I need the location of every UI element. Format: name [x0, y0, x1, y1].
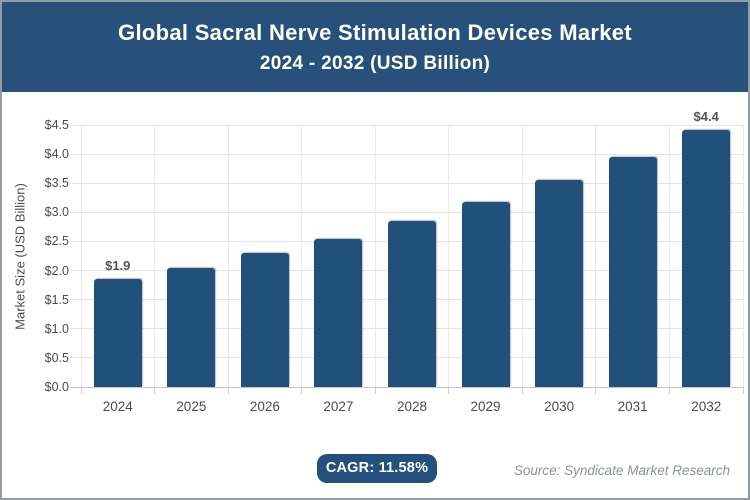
category-boundary-gridline	[154, 125, 156, 387]
bar-value-label: $4.4	[693, 108, 719, 124]
x-axis-tick-mark	[448, 387, 450, 394]
x-axis-tick-mark	[374, 387, 376, 394]
y-axis-tick-label: $3.5	[44, 176, 69, 191]
bar	[167, 267, 216, 387]
y-gridline	[70, 211, 743, 213]
bar	[535, 180, 584, 387]
x-axis-tick-label: 2032	[691, 399, 722, 414]
category-boundary-gridline	[227, 125, 229, 387]
x-axis-tick-mark	[154, 387, 156, 394]
category-boundary-gridline	[521, 125, 523, 387]
y-gridline	[70, 153, 743, 155]
y-axis-tick-label: $3.0	[44, 205, 69, 220]
bar	[240, 253, 289, 387]
y-axis-tick-label: $0.5	[44, 350, 69, 365]
x-axis-tick-mark	[80, 387, 82, 394]
category-boundary-gridline	[374, 125, 376, 387]
bar	[608, 157, 657, 387]
bar	[388, 221, 436, 387]
x-axis-tick-label: 2025	[176, 399, 207, 414]
x-axis-tick-label: 2028	[396, 399, 428, 414]
x-axis-tick-mark	[301, 387, 303, 394]
y-gridline	[70, 182, 743, 184]
chart-title-line1: Global Sacral Nerve Stimulation Devices …	[118, 20, 632, 45]
x-axis-tick-mark	[521, 387, 523, 394]
x-axis-tick-mark	[227, 387, 229, 394]
cagr-badge: CAGR: 11.58%	[317, 454, 437, 483]
category-boundary-gridline	[595, 125, 597, 387]
source-attribution: Source: Syndicate Market Research	[513, 463, 730, 478]
chart-header: Global Sacral Nerve Stimulation Devices …	[2, 2, 748, 92]
category-boundary-gridline	[80, 125, 82, 387]
x-axis-tick-label: 2029	[470, 399, 501, 414]
x-axis-tick-mark	[742, 387, 744, 394]
x-axis-tick-mark	[668, 387, 670, 394]
x-axis-tick-label: 2024	[102, 399, 133, 414]
x-axis-line	[70, 387, 743, 388]
x-axis-tick-label: 2026	[249, 399, 280, 414]
y-gridline	[70, 124, 743, 126]
y-axis-tick-label: $0.0	[44, 380, 69, 394]
category-boundary-gridline	[742, 125, 744, 387]
bar	[314, 238, 363, 387]
x-axis-tick-mark	[595, 387, 597, 394]
category-boundary-gridline	[301, 125, 303, 387]
bar	[93, 279, 142, 387]
chart-title-line2: 2024 - 2032 (USD Billion)	[259, 53, 491, 74]
y-axis-title: Market Size (USD Billion)	[12, 183, 28, 330]
y-axis-tick-label: $2.5	[44, 234, 69, 249]
x-axis-tick-label: 2027	[323, 399, 354, 414]
category-boundary-gridline	[668, 125, 670, 387]
y-axis-tick-label: $1.0	[44, 321, 69, 336]
y-axis-tick-label: $4.0	[44, 147, 69, 162]
y-axis-tick-label: $1.5	[44, 292, 69, 307]
x-axis-tick-label: 2031	[617, 399, 648, 414]
y-axis-tick-label: $4.5	[44, 118, 69, 132]
category-boundary-gridline	[448, 125, 450, 387]
bar	[682, 129, 731, 387]
y-axis-tick-label: $2.0	[44, 263, 69, 278]
bar-value-label: $1.9	[105, 258, 131, 274]
x-axis-tick-label: 2030	[544, 399, 575, 414]
bar	[461, 201, 510, 387]
bar-chart-plot-area: $0.0 $0.5 $1.0 $1.5 $2.0 $2.5 $3.0 $3.5 $4.0 $4.5…	[45, 109, 744, 414]
